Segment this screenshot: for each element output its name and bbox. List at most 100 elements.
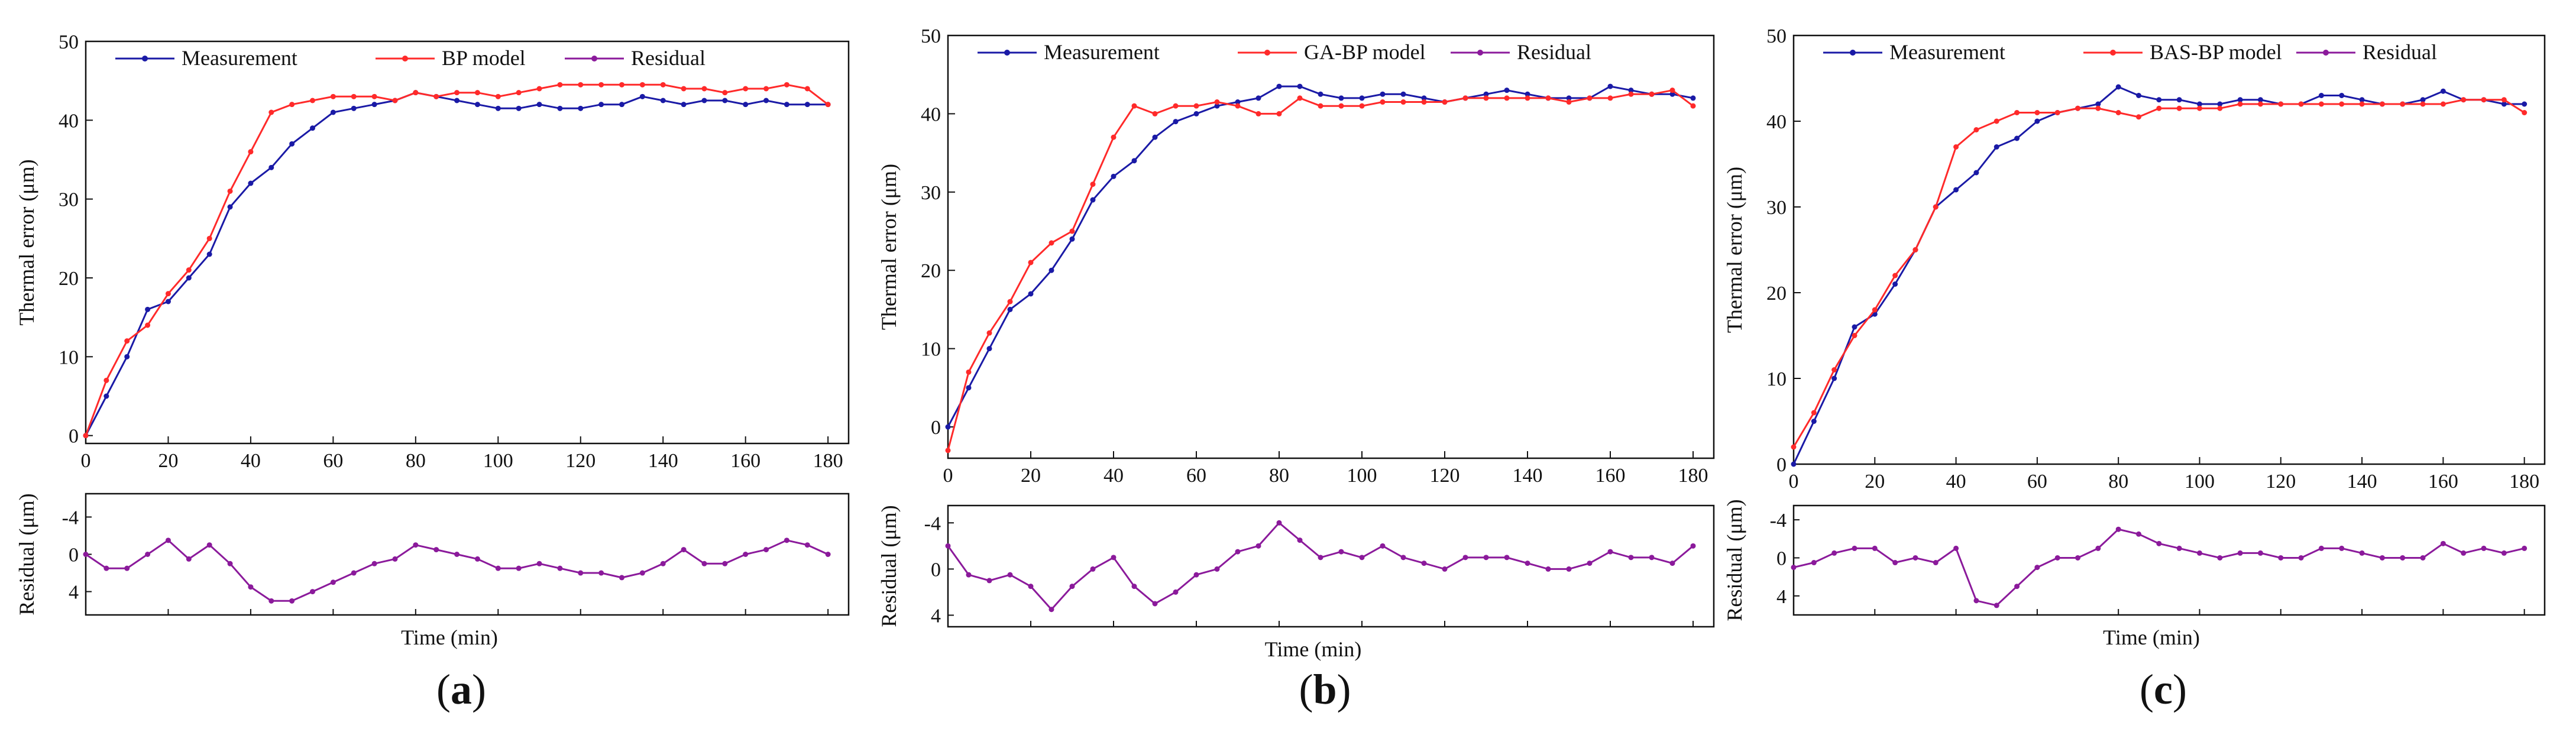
y-tick-label: 40 xyxy=(59,110,79,132)
data-point-measurement xyxy=(145,306,151,312)
data-point-bas-bp-model xyxy=(2440,101,2446,107)
data-point-measurement xyxy=(1400,91,1406,97)
data-point-bp-model xyxy=(578,82,584,88)
residual-data-point xyxy=(289,598,295,604)
data-point-measurement xyxy=(2339,93,2345,98)
data-point-bp-model xyxy=(660,82,666,88)
data-point-bp-model xyxy=(206,235,212,241)
data-point-measurement xyxy=(248,180,254,186)
residual-data-point xyxy=(2196,550,2202,556)
residual-data-point xyxy=(1297,537,1303,543)
data-point-measurement xyxy=(1235,99,1241,105)
residual-data-point xyxy=(1933,560,1939,566)
residual-data-point xyxy=(1628,555,1634,561)
residual-data-point xyxy=(1973,598,1979,604)
data-point-measurement xyxy=(1007,306,1013,312)
legend-marker-measurement xyxy=(1004,50,1010,56)
series-line-bas-bp-model xyxy=(1792,99,2525,448)
residual-data-point xyxy=(722,561,728,566)
residual-data-point xyxy=(2034,565,2040,571)
residual-data-point xyxy=(2461,550,2467,556)
legend-marker-ga-bp-model xyxy=(1264,50,1270,56)
panel-label-letter: b xyxy=(1313,666,1336,713)
data-point-ga-bp-model xyxy=(1131,103,1137,109)
data-point-measurement xyxy=(763,98,769,103)
residual-y-axis-title: Residual (μm) xyxy=(1723,499,1746,621)
x-tick-label: 0 xyxy=(1789,471,1799,493)
residual-data-point xyxy=(743,552,749,557)
data-point-ga-bp-model xyxy=(1607,95,1613,101)
data-point-ga-bp-model xyxy=(1214,99,1220,105)
residual-data-point xyxy=(2217,555,2223,561)
y-tick-label: 0 xyxy=(1776,454,1787,476)
residual-data-point xyxy=(206,542,212,548)
residual-data-point xyxy=(83,552,89,557)
data-point-measurement xyxy=(351,105,357,111)
data-point-bas-bp-model xyxy=(2420,101,2426,107)
data-point-measurement xyxy=(1483,91,1489,97)
residual-data-point xyxy=(1872,545,1878,551)
y-tick-label: 50 xyxy=(1766,25,1787,47)
data-point-bp-model xyxy=(433,93,439,99)
residual-data-point xyxy=(1994,603,1999,608)
data-point-bp-model xyxy=(516,90,522,96)
data-point-bp-model xyxy=(701,86,707,92)
data-point-bp-model xyxy=(639,82,645,88)
data-point-measurement xyxy=(2115,84,2121,90)
main-plot-frame xyxy=(85,40,850,445)
data-point-ga-bp-model xyxy=(1669,88,1675,93)
data-point-bp-model xyxy=(310,98,316,103)
data-point-bp-model xyxy=(83,433,89,439)
x-tick-label: 20 xyxy=(1865,471,1885,493)
data-point-ga-bp-model xyxy=(1442,99,1448,105)
residual-data-point xyxy=(825,552,831,557)
data-point-measurement xyxy=(1380,91,1386,97)
data-point-ga-bp-model xyxy=(1545,95,1551,101)
panel-a: 0 20 40 60 80 100 120 140 160 18001020304050Therm… xyxy=(15,31,850,713)
data-point-bp-model xyxy=(454,90,460,96)
data-point-bp-model xyxy=(145,322,151,328)
data-point-bas-bp-model xyxy=(1973,127,1979,132)
data-point-ga-bp-model xyxy=(1297,95,1303,101)
data-point-measurement xyxy=(743,102,749,108)
data-point-ga-bp-model xyxy=(1069,228,1075,234)
data-point-measurement xyxy=(701,98,707,103)
residual-data-point xyxy=(2278,555,2284,561)
data-point-measurement xyxy=(1669,91,1675,97)
residual-data-point xyxy=(1791,565,1797,571)
legend-marker-bas-bp-model xyxy=(2110,50,2116,56)
x-tick-label: 180 xyxy=(1678,465,1708,487)
data-point-measurement xyxy=(1811,419,1817,424)
x-tick-label: 40 xyxy=(241,450,261,472)
x-tick-label: 80 xyxy=(2108,471,2128,493)
data-point-measurement xyxy=(2257,97,2263,103)
x-tick-label: 0 xyxy=(81,450,91,472)
residual-data-point xyxy=(1338,549,1344,555)
residual-data-point xyxy=(2054,555,2060,561)
data-point-measurement xyxy=(2501,101,2507,107)
residual-data-point xyxy=(1852,545,1857,551)
residual-data-point xyxy=(2501,550,2507,556)
data-point-ga-bp-model xyxy=(1462,95,1468,101)
panel-label-close: ) xyxy=(2173,666,2187,713)
data-point-measurement xyxy=(578,105,584,111)
data-point-bp-model xyxy=(804,86,810,92)
residual-data-point xyxy=(474,556,480,562)
residual-data-point xyxy=(248,584,254,590)
data-point-bas-bp-model xyxy=(2237,101,2243,107)
residual-data-point xyxy=(1912,555,1918,561)
residual-data-point xyxy=(1607,549,1613,555)
residual-data-point xyxy=(351,570,357,576)
data-point-measurement xyxy=(2420,97,2426,103)
legend-label-residual: Residual xyxy=(2363,40,2437,64)
data-point-bas-bp-model xyxy=(2217,105,2223,111)
data-point-measurement xyxy=(1566,95,1572,101)
y-tick-label: 50 xyxy=(921,25,941,47)
data-point-measurement xyxy=(1028,291,1034,297)
x-tick-label: 160 xyxy=(2428,471,2458,493)
y-tick-label: 30 xyxy=(1766,197,1787,219)
data-point-measurement xyxy=(474,102,480,108)
data-point-measurement xyxy=(516,105,522,111)
data-point-measurement xyxy=(1069,236,1075,242)
residual-y-axis-title: Residual (μm) xyxy=(877,505,901,627)
